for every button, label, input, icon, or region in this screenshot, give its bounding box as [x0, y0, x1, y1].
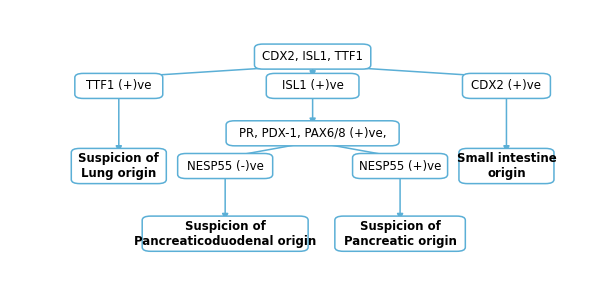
FancyBboxPatch shape [178, 154, 273, 178]
Text: CDX2 (+)ve: CDX2 (+)ve [472, 79, 542, 92]
Text: NESP55 (+)ve: NESP55 (+)ve [359, 159, 441, 173]
FancyBboxPatch shape [254, 44, 371, 69]
Text: Suspicion of
Lung origin: Suspicion of Lung origin [78, 152, 159, 180]
FancyBboxPatch shape [462, 74, 550, 98]
FancyBboxPatch shape [142, 216, 308, 251]
Text: PR, PDX-1, PAX6/8 (+)ve,: PR, PDX-1, PAX6/8 (+)ve, [239, 127, 386, 140]
Text: Suspicion of
Pancreatic origin: Suspicion of Pancreatic origin [343, 220, 456, 248]
FancyBboxPatch shape [353, 154, 448, 178]
FancyBboxPatch shape [226, 121, 399, 146]
FancyBboxPatch shape [71, 149, 167, 184]
Text: CDX2, ISL1, TTF1: CDX2, ISL1, TTF1 [262, 50, 363, 63]
Text: ISL1 (+)ve: ISL1 (+)ve [282, 79, 343, 92]
FancyBboxPatch shape [335, 216, 465, 251]
FancyBboxPatch shape [459, 149, 554, 184]
FancyBboxPatch shape [267, 74, 359, 98]
Text: Small intestine
origin: Small intestine origin [456, 152, 556, 180]
Text: NESP55 (-)ve: NESP55 (-)ve [187, 159, 264, 173]
FancyBboxPatch shape [75, 74, 163, 98]
Text: Suspicion of
Pancreaticoduodenal origin: Suspicion of Pancreaticoduodenal origin [134, 220, 317, 248]
Text: TTF1 (+)ve: TTF1 (+)ve [86, 79, 151, 92]
